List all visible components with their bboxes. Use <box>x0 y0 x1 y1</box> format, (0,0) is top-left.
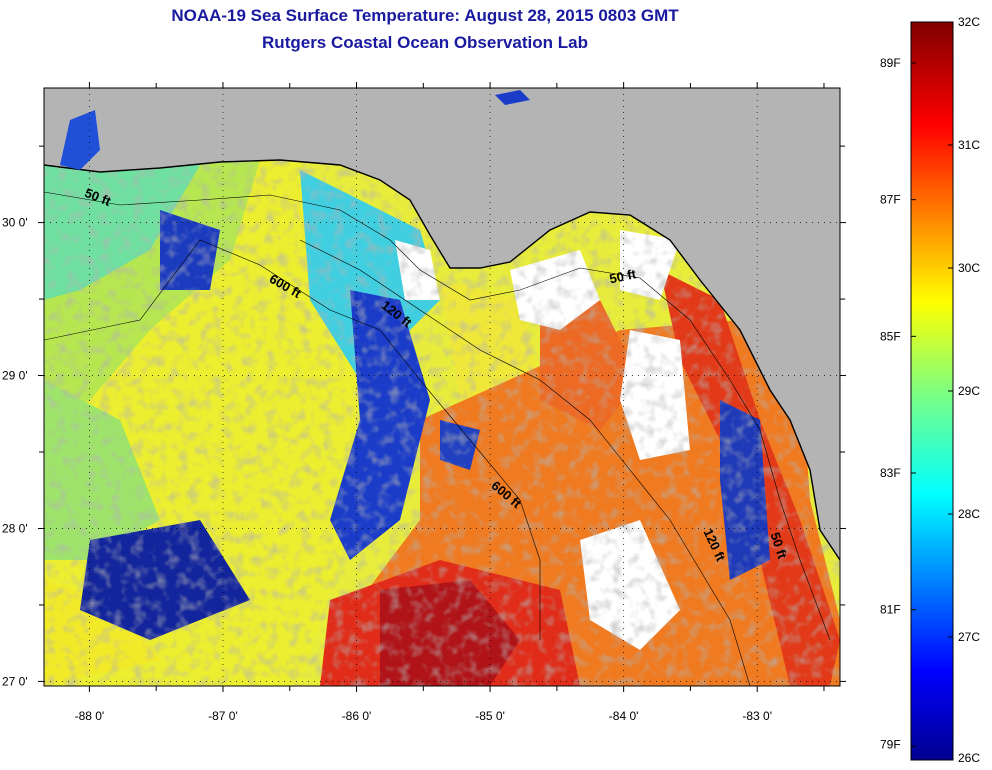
colorbar-label-f: 87F <box>880 193 901 207</box>
bay-north <box>495 90 530 105</box>
land <box>44 88 840 560</box>
colorbar-label-c: 28C <box>958 507 980 521</box>
contour-label: 50 ft <box>608 266 638 286</box>
map-subtitle: Rutgers Coastal Ocean Observation Lab <box>262 33 588 52</box>
x-tick-label: -88 0' <box>75 709 105 723</box>
contour-50ft <box>44 191 831 641</box>
colorbar-labels: 32C 31C 30C 29C 28C 27C 26C 89F 87F 85F 83F 81F 79F <box>880 15 980 765</box>
colorbar-label-f: 89F <box>880 56 901 70</box>
colorbar-label-f: 83F <box>880 466 901 480</box>
y-tick-label: 28 0' <box>2 521 28 535</box>
contour-120ft <box>299 239 751 686</box>
colorbar-label-c: 29C <box>958 384 980 398</box>
bay-west <box>60 110 100 170</box>
colorbar-gradient <box>910 21 954 761</box>
x-tick-label: -85 0' <box>475 709 505 723</box>
x-tick-label: -86 0' <box>342 709 372 723</box>
graticule <box>44 88 840 686</box>
colorbar-label-c: 32C <box>958 15 980 29</box>
colorbar-label-c: 27C <box>958 630 980 644</box>
colorbar-label-f: 79F <box>880 737 901 751</box>
colorbar-label-c: 31C <box>958 138 980 152</box>
contour-600ft <box>44 239 541 640</box>
x-tick-label: -87 0' <box>208 709 238 723</box>
coastline <box>44 159 840 561</box>
map-title: NOAA-19 Sea Surface Temperature: August … <box>171 6 679 25</box>
x-tick-label: -83 0' <box>742 709 772 723</box>
plot-frame <box>43 87 841 687</box>
axis-ticks: -88 0' -87 0' -86 0' -85 0' -84 0' -83 0' 30 0… <box>2 82 846 723</box>
colorbar-label-c: 30C <box>958 261 980 275</box>
y-tick-label: 27 0' <box>2 674 28 688</box>
y-tick-label: 30 0' <box>2 216 28 230</box>
sst-image <box>44 88 840 686</box>
colorbar-label-f: 81F <box>880 603 901 617</box>
y-tick-label: 29 0' <box>2 369 28 383</box>
x-tick-label: -84 0' <box>609 709 639 723</box>
colorbar-label-f: 85F <box>880 329 901 343</box>
colorbar-label-c: 26C <box>958 751 980 765</box>
